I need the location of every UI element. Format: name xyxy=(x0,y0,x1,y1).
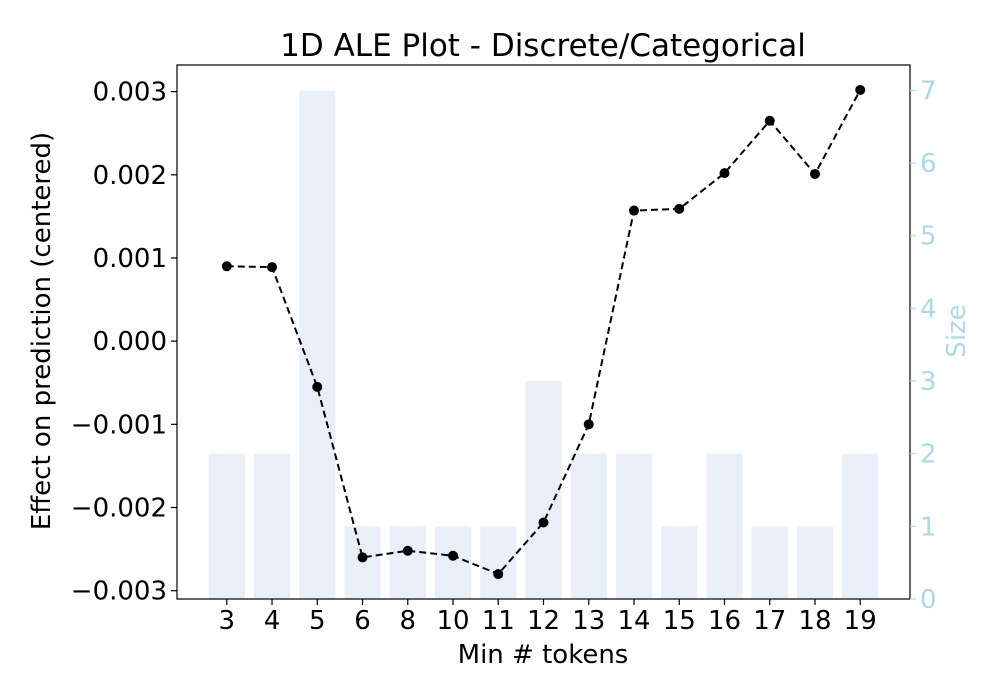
x-tick-label: 19 xyxy=(844,606,877,636)
size-bar-13 xyxy=(570,453,607,599)
size-bar-11 xyxy=(480,526,517,599)
ale-point-15 xyxy=(674,203,685,214)
ale-point-3 xyxy=(221,261,232,272)
size-bar-19 xyxy=(842,453,879,599)
ale-point-14 xyxy=(628,205,639,216)
y-tick-label: −0.002 xyxy=(71,494,167,524)
ale-point-18 xyxy=(809,168,820,179)
ale-point-16 xyxy=(719,168,730,179)
x-tick-label: 16 xyxy=(708,606,741,636)
x-tick-label: 18 xyxy=(798,606,831,636)
x-tick-label: 8 xyxy=(399,606,416,636)
ale-point-4 xyxy=(267,262,278,273)
size-bars xyxy=(208,90,879,599)
y2-axis-label: Size xyxy=(942,304,972,357)
x-tick-label: 5 xyxy=(309,606,326,636)
y-tick-label: −0.003 xyxy=(71,577,167,607)
size-bar-6 xyxy=(344,526,381,599)
size-bar-17 xyxy=(751,526,788,599)
size-bar-16 xyxy=(706,453,743,599)
y2-tick-label: 3 xyxy=(920,367,937,397)
x-tick-label: 13 xyxy=(572,606,605,636)
y-tick-label: 0.000 xyxy=(93,327,167,357)
x-tick-label: 6 xyxy=(354,606,371,636)
y-tick-label: 0.003 xyxy=(93,78,167,108)
y2-tick-label: 1 xyxy=(920,512,937,542)
x-tick-label: 10 xyxy=(436,606,469,636)
y2-tick-label: 0 xyxy=(920,585,937,615)
ale-point-11 xyxy=(493,569,504,580)
x-tick-label: 12 xyxy=(527,606,560,636)
x-tick-label: 17 xyxy=(753,606,786,636)
y-tick-label: −0.001 xyxy=(71,410,167,440)
size-bar-5 xyxy=(299,90,336,599)
y-tick-label: 0.002 xyxy=(93,161,167,191)
y-tick-label: 0.001 xyxy=(93,244,167,274)
ale-point-17 xyxy=(764,115,775,126)
ale-point-5 xyxy=(312,381,323,392)
chart-title: 1D ALE Plot - Discrete/Categorical xyxy=(280,28,806,64)
size-bar-18 xyxy=(796,526,834,599)
ale-point-6 xyxy=(357,552,368,563)
x-tick-label: 11 xyxy=(482,606,515,636)
size-bar-3 xyxy=(208,453,245,599)
size-bar-15 xyxy=(661,526,698,599)
size-bar-14 xyxy=(615,453,653,599)
x-tick-label: 15 xyxy=(663,606,696,636)
x-tick-label: 14 xyxy=(617,606,650,636)
ale-point-10 xyxy=(448,550,459,561)
ale-point-12 xyxy=(538,517,549,528)
size-bar-12 xyxy=(525,381,562,599)
ale-line xyxy=(221,84,866,580)
ale-point-19 xyxy=(855,84,866,95)
x-tick-label: 3 xyxy=(218,606,235,636)
ale-line-path xyxy=(226,89,862,576)
y-axis-label: Effect on prediction (centered) xyxy=(27,132,57,530)
size-bar-4 xyxy=(253,453,291,599)
size-bar-8 xyxy=(389,526,426,599)
y2-tick-label: 4 xyxy=(920,294,937,324)
x-tick-label: 4 xyxy=(264,606,281,636)
ale-point-13 xyxy=(583,419,594,430)
y2-tick-label: 2 xyxy=(920,440,937,470)
x-axis-label: Min # tokens xyxy=(458,640,629,670)
axes: −0.003 −0.002 −0.001 0.000 0.001 0.002 0.003 0 1… xyxy=(71,64,937,636)
size-bar-10 xyxy=(434,526,472,599)
ale-point-8 xyxy=(402,545,413,556)
y2-tick-label: 5 xyxy=(920,222,937,252)
y2-tick-label: 6 xyxy=(920,149,937,179)
y2-tick-label: 7 xyxy=(920,76,937,106)
